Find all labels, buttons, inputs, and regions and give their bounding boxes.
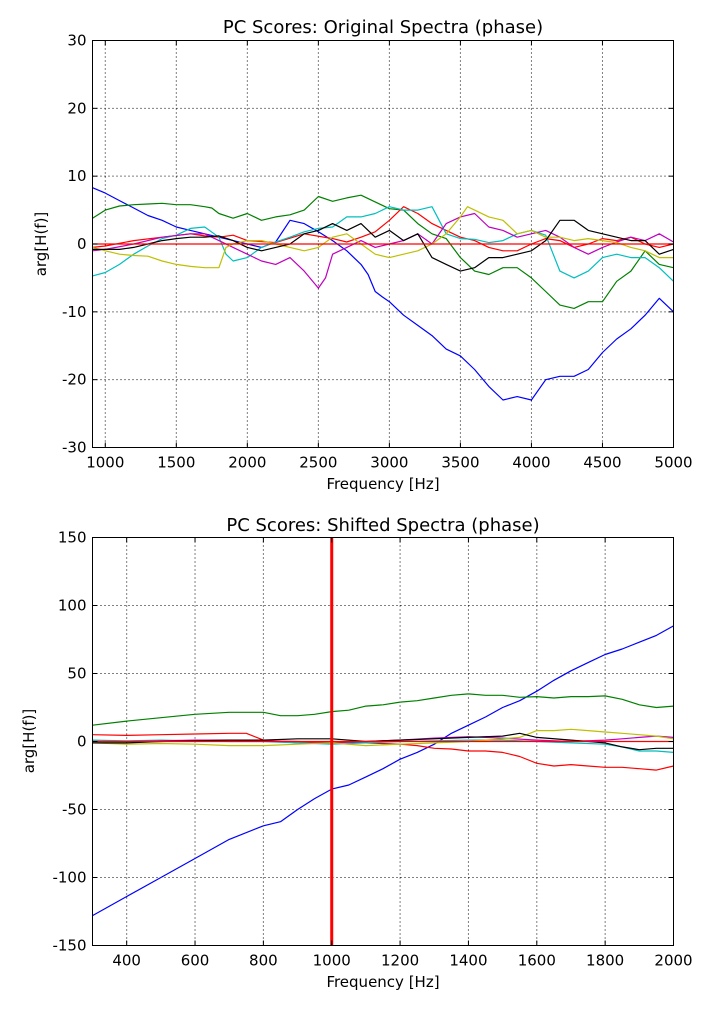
bottom-chart-series-line-7 bbox=[92, 732, 674, 751]
bottom-chart-y-tick-label: 0 bbox=[77, 733, 87, 751]
top-chart-series-line-7 bbox=[92, 219, 674, 272]
bottom-chart-title: PC Scores: Shifted Spectra (phase) bbox=[226, 515, 539, 536]
bottom-chart-x-tick-label: 1800 bbox=[586, 952, 624, 970]
top-chart-y-tick-label: -30 bbox=[62, 439, 87, 457]
top-chart-y-label: arg[H(f)] bbox=[32, 212, 50, 277]
bottom-chart-series-line-1 bbox=[92, 625, 674, 917]
bottom-chart-y-ticks: -150 -100 -50 0 50 100 150 bbox=[52, 529, 674, 955]
top-chart-x-ticks: 1000 1500 2000 2500 3000 3500 4000 4500 5000 bbox=[86, 40, 693, 472]
top-chart-x-tick-label: 1000 bbox=[86, 454, 124, 472]
top-chart-x-tick-label: 1500 bbox=[157, 454, 195, 472]
top-chart-series bbox=[92, 187, 674, 401]
top-chart-series-line-3 bbox=[92, 206, 674, 252]
bottom-chart-x-tick-label: 1000 bbox=[313, 952, 351, 970]
top-chart-series-line-4 bbox=[92, 206, 674, 282]
top-chart-y-tick-label: 30 bbox=[67, 32, 86, 50]
top-chart-series-line-1 bbox=[92, 187, 674, 401]
top-chart-x-label: Frequency [Hz] bbox=[326, 475, 439, 493]
bottom-chart-x-label: Frequency [Hz] bbox=[326, 973, 439, 991]
bottom-chart-y-tick-label: -150 bbox=[52, 937, 86, 955]
top-chart-title: PC Scores: Original Spectra (phase) bbox=[223, 17, 543, 38]
top-chart-y-tick-label: 20 bbox=[67, 99, 86, 117]
bottom-chart-y-tick-label: 50 bbox=[67, 665, 86, 683]
bottom-chart-series bbox=[92, 625, 674, 917]
top-chart-y-tick-label: 0 bbox=[77, 235, 87, 253]
bottom-chart-x-tick-label: 800 bbox=[249, 952, 278, 970]
top-chart-series-line-2 bbox=[92, 194, 674, 309]
bottom-chart-x-tick-label: 1200 bbox=[381, 952, 419, 970]
top-chart-x-tick-label: 2500 bbox=[299, 454, 337, 472]
bottom-chart-x-tick-label: 1400 bbox=[449, 952, 487, 970]
bottom-chart-series-line-3 bbox=[92, 732, 674, 771]
bottom-chart-x-tick-label: 1600 bbox=[518, 952, 556, 970]
bottom-chart-y-tick-label: -50 bbox=[62, 801, 87, 819]
bottom-chart-series-line-2 bbox=[92, 693, 674, 726]
top-chart-y-tick-label: -10 bbox=[62, 303, 87, 321]
bottom-chart-x-tick-label: 400 bbox=[112, 952, 141, 970]
top-chart-x-tick-label: 4000 bbox=[512, 454, 550, 472]
bottom-chart-x-tick-label: 600 bbox=[181, 952, 210, 970]
top-chart-y-ticks: -30 -20 -10 0 10 20 30 bbox=[62, 32, 674, 457]
bottom-chart-x-tick-label: 2000 bbox=[654, 952, 692, 970]
bottom-chart: PC Scores: Shifted Spectra (phase) 400 60… bbox=[20, 515, 693, 991]
top-chart-y-tick-label: 10 bbox=[67, 167, 86, 185]
top-chart-x-tick-label: 5000 bbox=[654, 454, 692, 472]
bottom-chart-y-tick-label: -100 bbox=[52, 869, 86, 887]
top-chart-x-tick-label: 3500 bbox=[441, 454, 479, 472]
bottom-chart-y-tick-label: 150 bbox=[58, 529, 87, 547]
top-chart-x-tick-label: 4500 bbox=[583, 454, 621, 472]
top-chart-y-tick-label: -20 bbox=[62, 371, 87, 389]
top-chart-x-tick-label: 2000 bbox=[228, 454, 266, 472]
top-chart: PC Scores: Original Spectra (phase) 1000… bbox=[32, 17, 693, 493]
bottom-chart-y-tick-label: 100 bbox=[58, 597, 87, 615]
top-chart-x-tick-label: 3000 bbox=[370, 454, 408, 472]
bottom-chart-y-label: arg[H(f)] bbox=[20, 709, 38, 774]
top-chart-series-line-6 bbox=[92, 206, 674, 269]
bottom-chart-x-ticks: 400 600 800 1000 1200 1400 1600 1800 2000 bbox=[112, 537, 693, 970]
